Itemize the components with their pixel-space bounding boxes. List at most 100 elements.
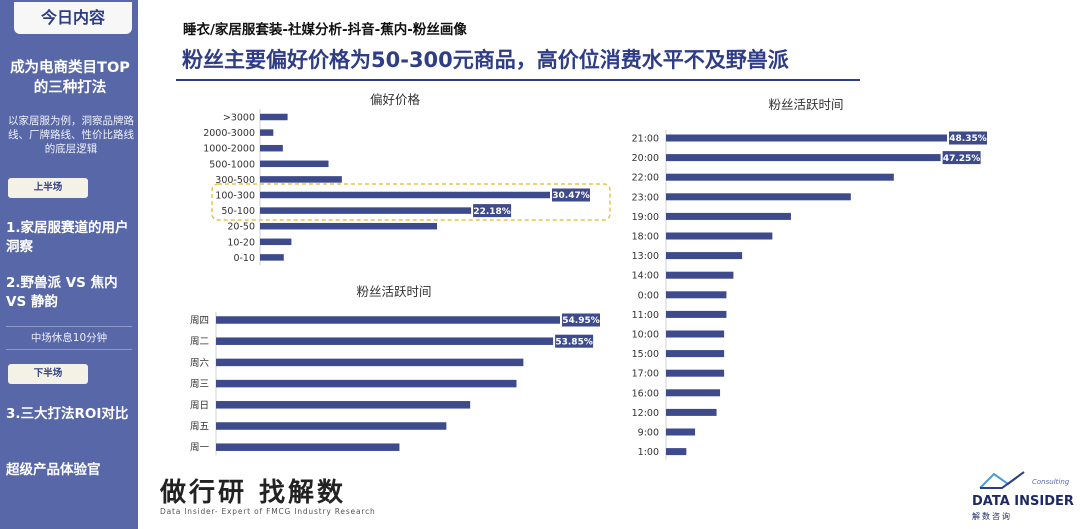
category-label: 100-300 — [215, 191, 255, 202]
bar-0-10 — [260, 254, 284, 261]
category-label: 20-50 — [227, 222, 255, 233]
bar-周一 — [216, 443, 400, 451]
bar-17:00 — [666, 369, 725, 377]
headline-underline — [176, 79, 860, 81]
bar-12:00 — [666, 408, 717, 416]
category-label: 20:00 — [632, 153, 659, 164]
category-label: 10:00 — [632, 330, 659, 341]
bar-1000-2000 — [260, 144, 283, 152]
category-label: 周一 — [190, 443, 210, 454]
logo-consulting: Consulting — [1032, 478, 1070, 486]
category-label: 周四 — [190, 316, 209, 327]
sidebar: 今日内容 成为电商类目TOP的三种打法 以家居服为例，洞察品牌路线、厂牌路线、性… — [0, 0, 138, 529]
bar-9:00 — [666, 428, 696, 436]
data-label-box — [552, 188, 590, 202]
bar-19:00 — [666, 212, 791, 220]
category-label: 13:00 — [632, 251, 659, 262]
category-label: 14:00 — [632, 271, 659, 282]
category-label: 10-20 — [227, 237, 255, 248]
bar-300-500 — [260, 176, 342, 183]
category-label: 21:00 — [632, 134, 659, 145]
category-label: 1:00 — [638, 447, 659, 458]
category-label: 周三 — [190, 379, 209, 390]
data-label: 54.95% — [562, 316, 600, 326]
category-label: 0:00 — [638, 290, 659, 301]
bar-周二 — [216, 337, 554, 345]
data-label-box — [562, 313, 600, 327]
category-label: 300-500 — [215, 175, 255, 186]
data-label: 53.85% — [555, 337, 593, 347]
chart-title: 粉丝活跃时间 — [768, 97, 843, 112]
category-label: 周日 — [190, 400, 209, 411]
category-label: 周六 — [190, 357, 210, 369]
brand-slogan: 做行研 找解数 — [160, 478, 347, 508]
bar-21:00 — [666, 134, 947, 142]
data-label-box — [949, 131, 987, 145]
bar-15:00 — [666, 350, 725, 358]
price-preference-chart: 偏好价格 >3000 2000-3000 1000-2000 500-1000 300-5… — [203, 92, 590, 266]
break-notice: 中场休息10分钟 — [6, 326, 132, 350]
logo-wordmark: DATA INSIDER — [972, 494, 1074, 509]
agenda-item-4[interactable]: 超级产品体验官 — [6, 462, 101, 478]
bar-22:00 — [666, 173, 894, 181]
category-label: 2000-3000 — [203, 128, 255, 139]
bar-周四 — [216, 316, 560, 324]
category-label: 12:00 — [632, 408, 659, 419]
page-headline: 粉丝主要偏好价格为50-300元商品，高价位消费水平不及野兽派 — [182, 48, 789, 72]
bar-10-20 — [260, 238, 292, 246]
bar-100-300 — [260, 191, 550, 199]
bar-10:00 — [666, 330, 725, 338]
bar-周日 — [216, 401, 471, 409]
data-label: 30.47% — [552, 191, 590, 201]
data-label-box — [473, 204, 512, 218]
category-label: 9:00 — [638, 428, 659, 439]
data-label: 48.35% — [949, 134, 987, 144]
bar->3000 — [260, 113, 288, 121]
category-label: 11:00 — [632, 310, 659, 321]
data-label: 22.18% — [473, 207, 511, 217]
category-label: 18:00 — [632, 232, 659, 243]
category-label: 19:00 — [632, 212, 659, 223]
bar-11:00 — [666, 310, 727, 318]
sidebar-description: 以家居服为例，洞察品牌路线、厂牌路线、性价比路线的底层逻辑 — [8, 115, 134, 155]
chart-title: 偏好价格 — [370, 92, 421, 107]
today-content-tab[interactable]: 今日内容 — [14, 2, 132, 34]
bar-20-50 — [260, 222, 438, 230]
agenda-item-2[interactable]: 2.野兽派 VS 焦内 VS 静韵 — [6, 275, 118, 310]
category-label: 1000-2000 — [203, 144, 255, 155]
agenda-item-1[interactable]: 1.家居服赛道的用户洞察 — [6, 220, 129, 255]
category-label: 50-100 — [221, 206, 255, 217]
bar-16:00 — [666, 389, 721, 397]
bar-18:00 — [666, 232, 773, 240]
bar-50-100 — [260, 207, 472, 214]
category-label: 周五 — [190, 422, 209, 433]
data-label: 47.25% — [943, 154, 981, 164]
bar-周三 — [216, 379, 517, 388]
category-label: 22:00 — [632, 173, 659, 184]
sidebar-title: 成为电商类目TOP的三种打法 — [10, 60, 130, 96]
category-label: 16:00 — [632, 388, 659, 399]
bar-13:00 — [666, 252, 743, 260]
bar-14:00 — [666, 271, 734, 279]
category-label: >3000 — [223, 113, 255, 124]
bar-500-1000 — [260, 160, 329, 168]
bar-20:00 — [666, 154, 941, 162]
data-label-box — [942, 151, 981, 165]
category-label: 15:00 — [632, 349, 659, 360]
category-label: 500-1000 — [209, 159, 255, 170]
category-label: 周二 — [190, 337, 209, 348]
bar-23:00 — [666, 193, 851, 201]
logo-chinese-name: 解数咨询 — [972, 512, 1012, 521]
bar-0:00 — [666, 291, 727, 299]
category-label: 23:00 — [632, 192, 659, 203]
category-label: 0-10 — [233, 253, 255, 264]
data-label-box — [555, 334, 594, 348]
bar-1:00 — [666, 448, 687, 456]
agenda-item-3[interactable]: 3.三大打法ROI对比 — [6, 406, 129, 422]
price-highlight-box — [211, 183, 611, 221]
page-subtitle: 睡衣/家居服套装-社媒分析-抖音-蕉内-粉丝画像 — [183, 22, 467, 38]
bar-周五 — [216, 422, 447, 430]
chart-title: 粉丝活跃时间 — [356, 284, 431, 299]
